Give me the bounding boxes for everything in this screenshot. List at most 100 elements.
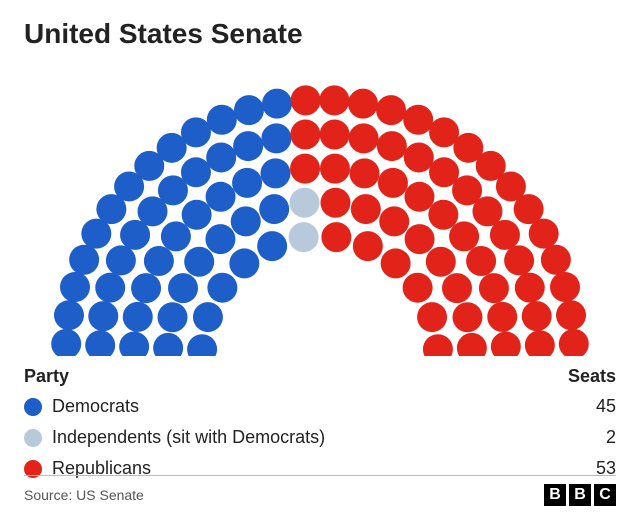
seat-dot <box>457 333 487 356</box>
seat-dot <box>379 206 409 236</box>
seat-dot <box>377 131 407 161</box>
seat-dot <box>405 224 435 254</box>
seat-dot <box>559 329 589 356</box>
legend-swatch <box>24 398 42 416</box>
seat-dot <box>376 95 406 125</box>
seat-dot <box>525 330 555 356</box>
seat-dot <box>348 89 378 119</box>
legend-seats: 45 <box>556 396 616 417</box>
seat-dot <box>207 105 237 135</box>
seat-dot <box>321 222 351 252</box>
seat-dot <box>231 206 261 236</box>
legend-swatch <box>24 429 42 447</box>
seat-dot <box>403 105 433 135</box>
seat-dot <box>259 194 289 224</box>
seat-dot <box>234 95 264 125</box>
seat-dot <box>490 220 520 250</box>
seat-dot <box>449 221 479 251</box>
seat-dot <box>54 300 84 330</box>
legend-label: Democrats <box>52 396 556 417</box>
seat-dot <box>168 273 198 303</box>
seat-dot <box>262 89 292 119</box>
seat-dot <box>232 168 262 198</box>
legend-seats: 2 <box>556 427 616 448</box>
seat-dot <box>426 247 456 277</box>
seat-dot <box>131 273 161 303</box>
seat-dot <box>289 222 319 252</box>
seat-dot <box>403 273 433 303</box>
brand-letter: C <box>594 484 616 506</box>
seat-dot <box>181 117 211 147</box>
seat-dot <box>349 123 379 153</box>
seat-dot <box>181 157 211 187</box>
seat-dot <box>95 273 125 303</box>
brand-letter: B <box>544 484 566 506</box>
seat-dot <box>428 200 458 230</box>
legend-header-party: Party <box>24 366 556 387</box>
seat-dot <box>290 188 320 218</box>
brand-letter: B <box>569 484 591 506</box>
seat-dot <box>291 85 321 115</box>
seat-dot <box>417 302 447 332</box>
legend-row: Independents (sit with Democrats)2 <box>24 422 616 453</box>
seat-dot <box>123 302 153 332</box>
brand-logo: BBC <box>544 484 616 506</box>
seat-dot <box>233 131 263 161</box>
seat-dot <box>193 302 223 332</box>
seat-dot <box>529 219 559 249</box>
seat-dot <box>229 248 259 278</box>
seat-dot <box>423 334 453 356</box>
seat-dot <box>319 85 349 115</box>
footer: Source: US Senate BBC <box>24 475 616 506</box>
legend-row: Democrats45 <box>24 391 616 422</box>
seat-dot <box>381 248 411 278</box>
seat-dot <box>88 301 118 331</box>
legend-header-seats: Seats <box>556 366 616 387</box>
seat-dot <box>260 158 290 188</box>
source-text: Source: US Senate <box>24 487 144 503</box>
seat-dot <box>541 245 571 275</box>
seat-dot <box>257 231 287 261</box>
seat-dot <box>320 119 350 149</box>
seat-dot <box>442 273 472 303</box>
hemicycle-chart <box>24 56 616 356</box>
seat-dot <box>206 142 236 172</box>
seat-dot <box>556 300 586 330</box>
seat-dot <box>404 142 434 172</box>
seat-dot <box>320 154 350 184</box>
seat-dot <box>522 301 552 331</box>
seat-dot <box>207 273 237 303</box>
seat-dot <box>119 332 149 356</box>
seat-dot <box>261 123 291 153</box>
seat-dot <box>187 334 217 356</box>
seat-dot <box>51 329 81 356</box>
chart-title: United States Senate <box>24 18 616 50</box>
legend: Party Seats Democrats45Independents (sit… <box>24 362 616 484</box>
seat-dot <box>182 200 212 230</box>
seat-dot <box>515 273 545 303</box>
seat-dot <box>479 273 509 303</box>
seat-dot <box>85 330 115 356</box>
seat-dot <box>491 332 521 356</box>
seat-dot <box>353 231 383 261</box>
legend-label: Independents (sit with Democrats) <box>52 427 556 448</box>
seat-dot <box>404 182 434 212</box>
seat-dot <box>378 168 408 198</box>
seat-dot <box>144 246 174 276</box>
seat-dot <box>161 221 191 251</box>
seat-dot <box>504 245 534 275</box>
seat-dot <box>69 245 99 275</box>
seat-dot <box>206 182 236 212</box>
seat-dot <box>158 302 188 332</box>
seat-dot <box>106 245 136 275</box>
seat-dot <box>290 119 320 149</box>
seat-dot <box>487 302 517 332</box>
seat-dot <box>205 224 235 254</box>
seat-dot <box>153 333 183 356</box>
seat-dot <box>452 302 482 332</box>
seat-dot <box>184 247 214 277</box>
seat-dot <box>350 158 380 188</box>
seat-dot <box>351 194 381 224</box>
seat-dot <box>290 154 320 184</box>
seat-dot <box>60 272 90 302</box>
